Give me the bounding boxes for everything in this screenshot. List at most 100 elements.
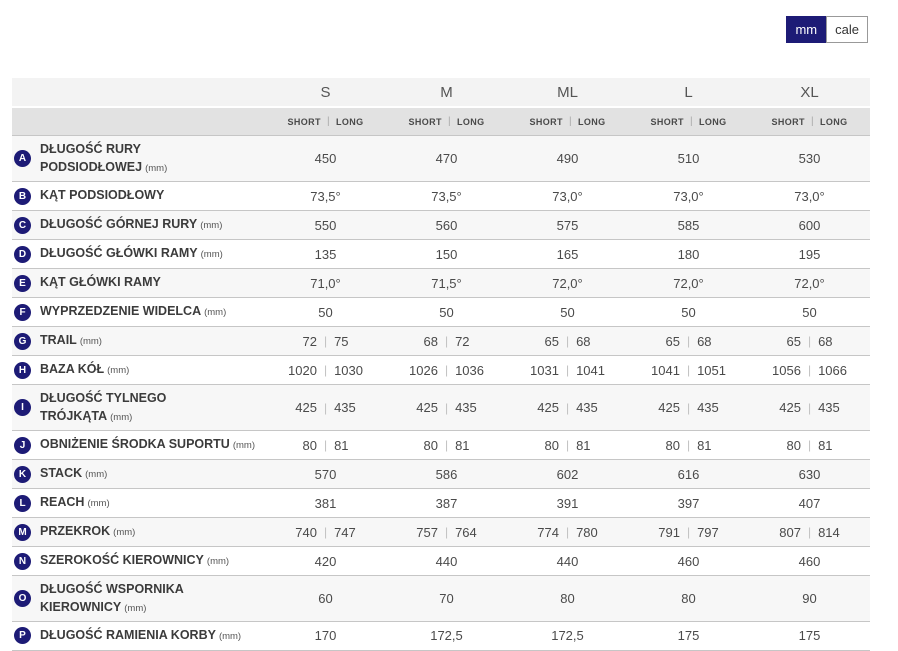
table-row-a: A DŁUGOŚĆ RURY PODSIODŁOWEJ (mm) 450 470 490 5…	[12, 135, 870, 181]
size-column-header-xl: XL	[800, 83, 819, 101]
value-short: 80	[544, 437, 559, 453]
value-cell-m-xl: 807 | 814	[749, 525, 870, 540]
row-letter-badge: A	[14, 150, 31, 167]
row-unit-label: (mm)	[204, 307, 227, 319]
value-cell-d-xl: 195	[749, 247, 870, 262]
value-cell-l-ml: 391	[507, 496, 628, 511]
variant-header-xl: SHORT | LONG	[749, 116, 870, 127]
row-label-text: DŁUGOŚĆ RURY PODSIODŁOWEJ	[40, 142, 143, 174]
row-label-text: BAZA KÓŁ	[40, 362, 105, 377]
value-separator: |	[807, 438, 812, 452]
row-letter-badge: G	[14, 332, 31, 350]
value-cell-k-l: 616	[628, 467, 749, 482]
value-separator: |	[686, 334, 691, 348]
units-cale-button[interactable]: cale	[826, 16, 868, 43]
value: 175	[798, 628, 821, 644]
value: 450	[314, 151, 337, 166]
value-cell-i-l: 425 | 435	[628, 400, 749, 415]
value-cell-j-ml: 80 | 81	[507, 438, 628, 453]
value-cell-a-m: 470	[386, 151, 507, 166]
value-short: 80	[423, 437, 438, 453]
value: 73,0°	[673, 188, 704, 204]
row-label-cell: C DŁUGOŚĆ GÓRNEJ RURY (mm)	[12, 211, 265, 239]
row-label: STACK (mm)	[40, 465, 107, 483]
row-letter-badge: M	[14, 523, 31, 541]
row-unit-label: (mm)	[218, 631, 242, 642]
variant-long-label: LONG	[335, 116, 364, 127]
value-cell-i-ml: 425 | 435	[507, 400, 628, 415]
row-unit-label: (mm)	[124, 602, 147, 614]
value-separator: |	[807, 363, 812, 377]
value: 60	[318, 591, 333, 606]
value-separator: |	[323, 525, 328, 539]
value-cell-p-m: 172,5	[386, 628, 507, 643]
value-cell-h-s: 1020 | 1030	[265, 363, 386, 378]
value-cell-c-ml: 575	[507, 218, 628, 233]
value-long: 81	[334, 437, 349, 453]
size-column-header-s: S	[320, 83, 331, 101]
value: 381	[314, 495, 337, 511]
value: 71,0°	[310, 275, 341, 291]
row-label-text: WYPRZEDZENIE WIDELCA	[40, 304, 202, 319]
value-cell-b-m: 73,5°	[386, 189, 507, 204]
variant-short-label: SHORT	[650, 116, 684, 127]
value-separator: |	[444, 400, 449, 415]
row-label-cell: J OBNIŻENIE ŚRODKA SUPORTU (mm)	[12, 431, 265, 459]
value-cell-k-m: 586	[386, 467, 507, 482]
units-mm-button[interactable]: mm	[786, 16, 827, 43]
value-separator: |	[323, 363, 328, 377]
value: 586	[435, 466, 458, 482]
table-row-n: N SZEROKOŚĆ KIEROWNICY (mm) 420 440 440 460 460	[12, 546, 870, 575]
value-cell-l-l: 397	[628, 496, 749, 511]
row-letter-badge: O	[14, 590, 31, 607]
row-letter-badge: B	[14, 187, 31, 205]
value-cell-a-ml: 490	[507, 151, 628, 166]
value: 490	[556, 151, 579, 166]
value-cell-g-s: 72 | 75	[265, 334, 386, 349]
value-cell-i-s: 425 | 435	[265, 400, 386, 415]
value-cell-m-ml: 774 | 780	[507, 525, 628, 540]
value-cell-f-xl: 50	[749, 305, 870, 320]
value: 387	[435, 495, 458, 511]
value-long: 75	[334, 333, 349, 349]
row-label: REACH (mm)	[40, 494, 110, 512]
variant-separator: |	[568, 116, 572, 127]
value: 470	[435, 151, 458, 166]
value-cell-n-xl: 460	[749, 554, 870, 569]
value: 135	[314, 246, 337, 262]
value-short: 1031	[530, 362, 559, 378]
value-cell-d-ml: 165	[507, 247, 628, 262]
table-row-p: P DŁUGOŚĆ RAMIENIA KORBY (mm) 170 172,5 172,5…	[12, 621, 870, 651]
size-column-header-ml: ML	[557, 83, 578, 101]
row-label-cell: I DŁUGOŚĆ TYLNEGO TRÓJKĄTA (mm)	[12, 385, 265, 430]
value-short: 774	[537, 524, 559, 540]
value: 602	[556, 466, 579, 482]
value-cell-c-s: 550	[265, 218, 386, 233]
value-separator: |	[686, 438, 691, 452]
value-cell-j-xl: 80 | 81	[749, 438, 870, 453]
value-cell-g-m: 68 | 72	[386, 334, 507, 349]
row-label-cell: D DŁUGOŚĆ GŁÓWKI RAMY (mm)	[12, 240, 265, 268]
value: 600	[798, 217, 821, 233]
value-cell-l-xl: 407	[749, 496, 870, 511]
geometry-table: S M ML L XL SHORT | LONG SHORT | LONG SHORT | LONG SH…	[12, 78, 870, 651]
value: 90	[802, 591, 817, 606]
variant-header-m: SHORT | LONG	[386, 116, 507, 127]
value-separator: |	[565, 363, 570, 377]
size-header-row: S M ML L XL	[12, 78, 870, 106]
row-label-cell: P DŁUGOŚĆ RAMIENIA KORBY (mm)	[12, 622, 265, 650]
value-cell-a-xl: 530	[749, 151, 870, 166]
value: 630	[798, 466, 821, 482]
value-short: 1056	[772, 362, 801, 378]
value-cell-m-s: 740 | 747	[265, 525, 386, 540]
table-row-o: O DŁUGOŚĆ WSPORNIKA KIEROWNICY (mm) 60 70 80 8…	[12, 575, 870, 621]
value-short: 80	[302, 437, 317, 453]
table-row-f: F WYPRZEDZENIE WIDELCA (mm) 50 50 50 50 50	[12, 297, 870, 326]
row-unit-label: (mm)	[145, 162, 168, 174]
value: 72,0°	[552, 275, 583, 291]
value-separator: |	[686, 400, 691, 415]
value-cell-d-m: 150	[386, 247, 507, 262]
value-short: 65	[665, 333, 680, 349]
value: 407	[798, 495, 821, 511]
value-separator: |	[565, 400, 570, 415]
